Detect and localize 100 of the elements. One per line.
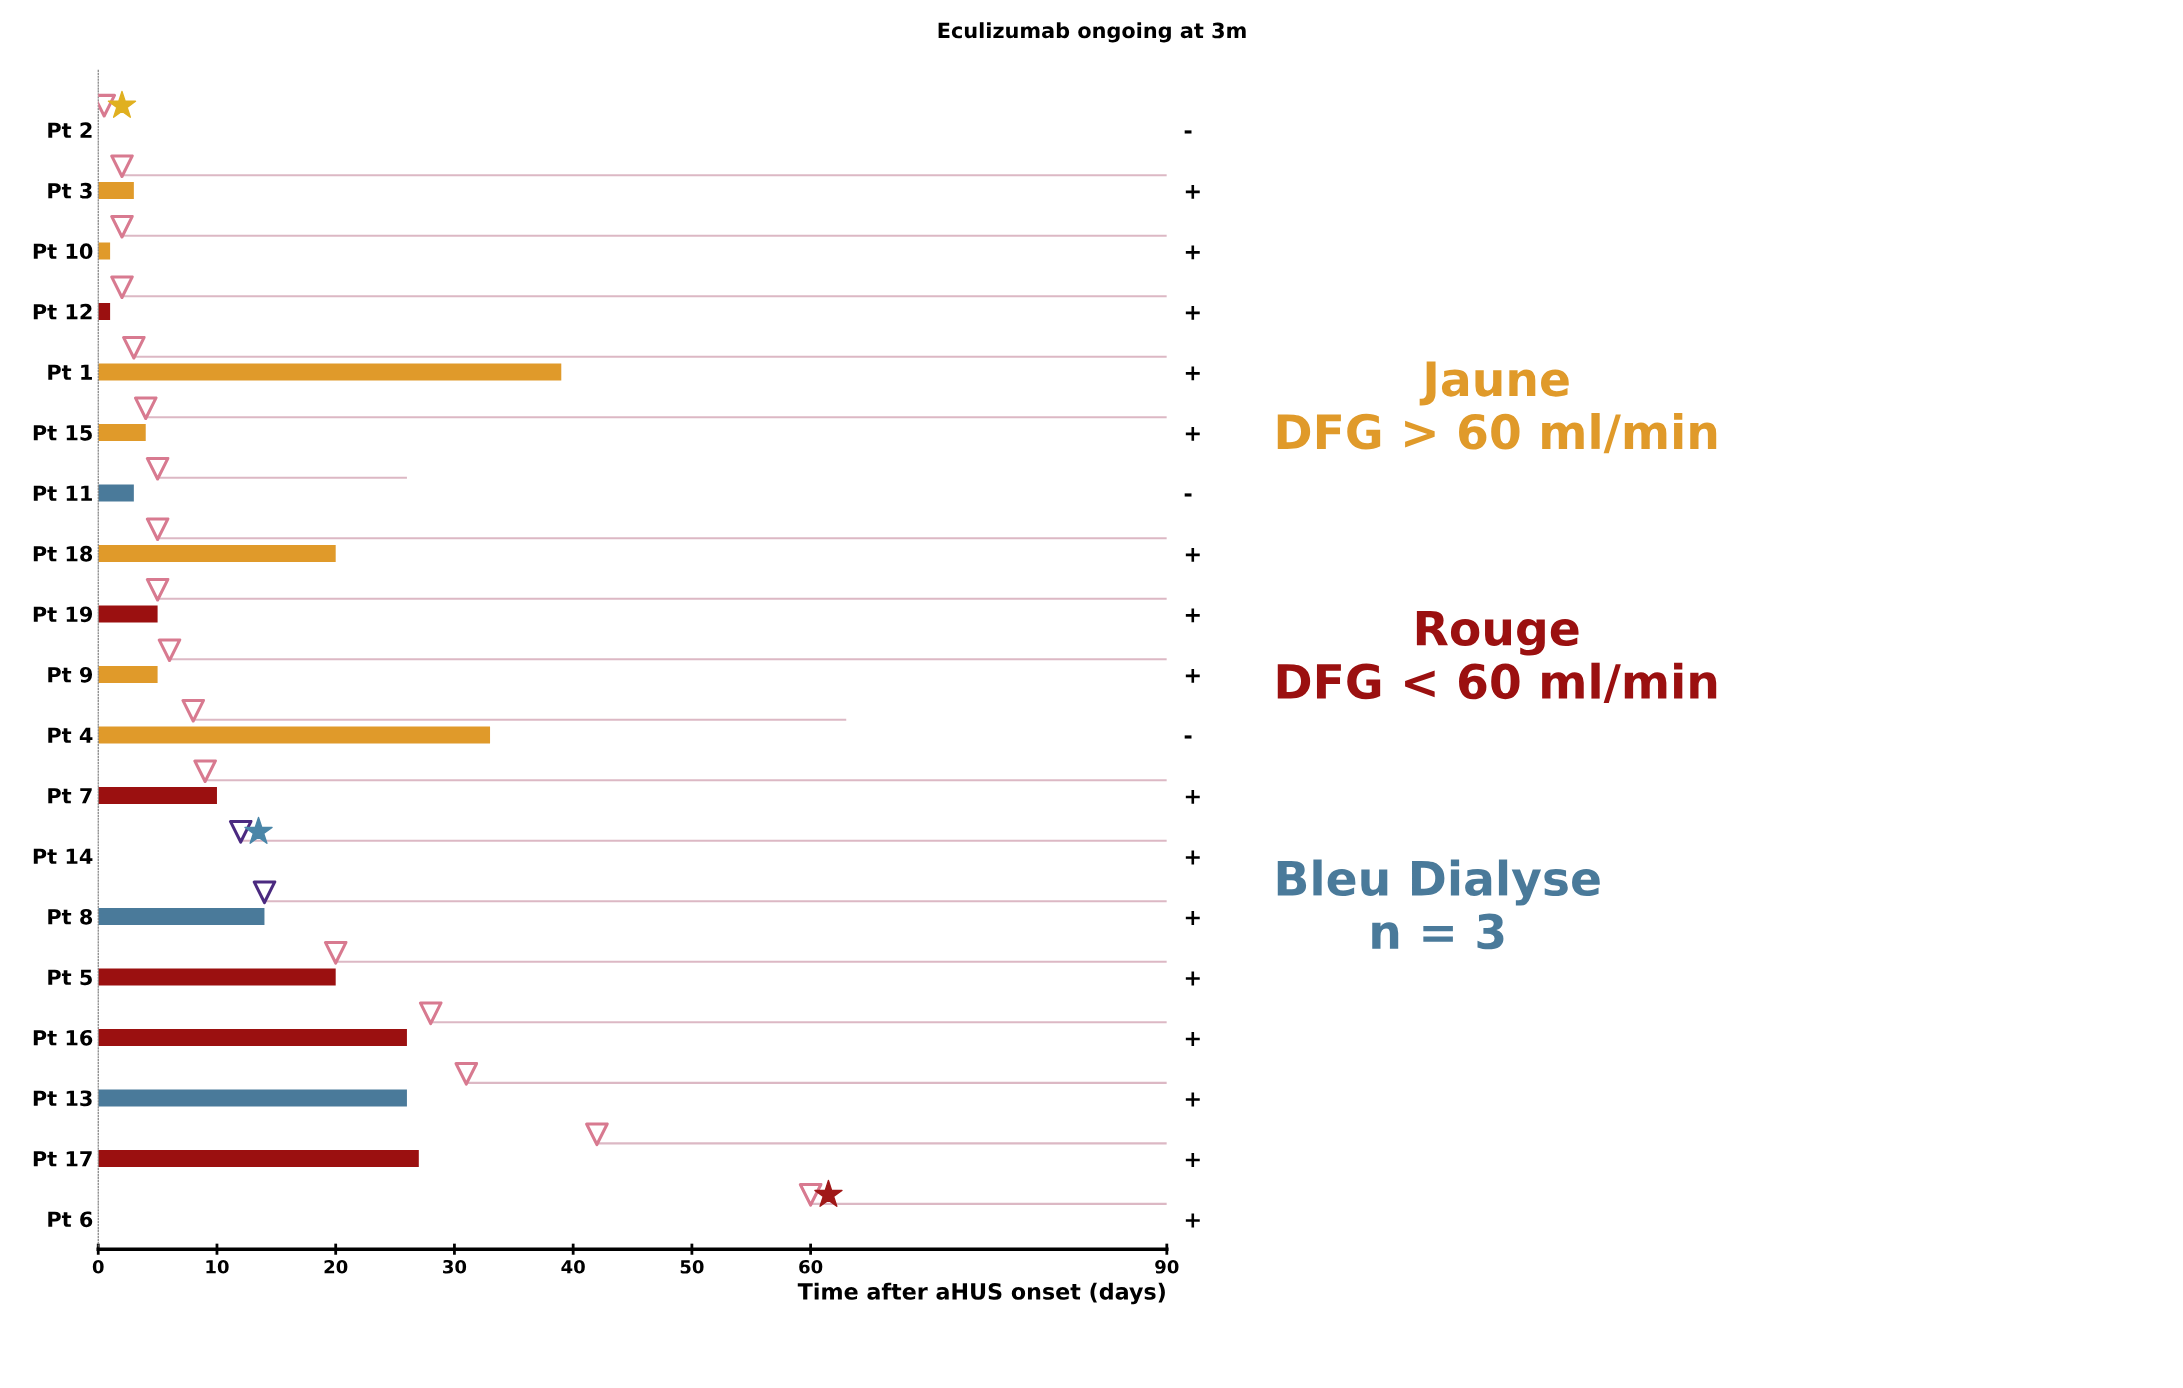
y2-tick-label: + — [1185, 305, 1200, 320]
y-tick-label: Pt 18 — [33, 545, 93, 562]
y2-axis-title: Eculizumab ongoing at 3m — [938, 22, 1246, 43]
y-tick-label: Pt 7 — [48, 788, 92, 804]
bar — [810, 1202, 1167, 1205]
bar — [121, 174, 1167, 177]
bar — [98, 907, 265, 925]
point — [110, 214, 134, 239]
bar — [98, 242, 111, 260]
y-tick-label: Pt 2 — [48, 122, 92, 138]
bar — [98, 726, 491, 744]
bar — [121, 234, 1167, 237]
x-tick-label: 50 — [680, 1259, 704, 1274]
y-tick-label: Pt 3 — [48, 182, 92, 199]
point — [181, 698, 206, 723]
bar — [157, 537, 1167, 540]
y-tick-label: Pt 16 — [33, 1029, 93, 1046]
bar — [98, 544, 336, 562]
bar — [157, 597, 1167, 600]
bar — [98, 181, 134, 199]
point — [133, 396, 158, 421]
y2-tick-label: + — [1185, 608, 1200, 623]
x-tick-label: 0 — [92, 1259, 104, 1274]
y2-tick-label: + — [1185, 366, 1200, 381]
text: Bleu Dialyse n = 3 — [1277, 859, 1600, 950]
bar — [169, 658, 1167, 661]
text: Jaune DFG > 60 ml/min — [1277, 361, 1717, 454]
bar — [98, 665, 158, 683]
bar — [98, 484, 134, 502]
y2-tick-label: + — [1185, 1092, 1200, 1107]
y-tick-label: Pt 9 — [48, 666, 93, 683]
bar — [98, 786, 217, 804]
y2-tick-label: + — [1185, 426, 1200, 441]
y2-tick-label: + — [1185, 910, 1200, 925]
bar — [335, 960, 1167, 963]
point — [454, 1061, 479, 1086]
y2-tick-label: - — [1184, 130, 1192, 134]
y2-tick-label: + — [1185, 971, 1200, 986]
point — [418, 1001, 443, 1026]
y-tick-label: Pt 15 — [33, 425, 92, 441]
y-tick-label: Pt 10 — [33, 243, 93, 260]
bar — [193, 718, 847, 721]
point — [157, 638, 182, 663]
y-tick-label: Pt 19 — [33, 606, 93, 623]
y-tick-label: Pt 14 — [33, 848, 93, 864]
point — [145, 517, 170, 542]
bar — [98, 605, 158, 623]
x-tick-label: 60 — [799, 1259, 823, 1274]
y-tick-label: Pt 17 — [33, 1151, 92, 1167]
bar — [145, 416, 1167, 419]
text: Rouge DFG < 60 ml/min — [1277, 610, 1717, 703]
y2-tick-label: - — [1184, 735, 1192, 739]
y2-tick-label: + — [1185, 184, 1200, 199]
point — [145, 577, 170, 602]
y2-tick-label: + — [1185, 1031, 1200, 1046]
bar — [430, 1021, 1167, 1024]
x-tick-label: 90 — [1155, 1259, 1179, 1274]
y-tick-label: Pt 13 — [33, 1090, 92, 1107]
bar — [98, 1028, 407, 1046]
x-tick-label: 10 — [206, 1259, 229, 1274]
y2-tick-label: + — [1185, 1152, 1200, 1167]
point — [252, 880, 277, 905]
y-tick-label: Pt 11 — [33, 485, 92, 501]
point — [585, 1122, 609, 1147]
y-tick-label: Pt 12 — [33, 303, 92, 320]
x-tick-label: 20 — [324, 1259, 348, 1274]
bar — [98, 1149, 419, 1167]
y2-tick-label: + — [1185, 850, 1200, 865]
point — [193, 759, 217, 784]
y2-tick-label: + — [1185, 245, 1200, 260]
y-tick-label: Pt 4 — [48, 727, 93, 743]
x-tick-label: 40 — [561, 1259, 585, 1274]
point — [110, 275, 134, 300]
y2-tick-label: - — [1184, 493, 1192, 497]
point — [122, 335, 146, 360]
y2-tick-label: + — [1185, 547, 1200, 562]
bar — [98, 1089, 407, 1107]
x-axis-title: Time after aHUS onset (days) — [797, 1282, 1165, 1305]
bar — [98, 423, 146, 441]
bar — [133, 355, 1167, 358]
bar — [98, 968, 336, 986]
bar — [596, 1142, 1167, 1145]
point — [110, 154, 134, 179]
bar — [466, 1081, 1167, 1084]
bar — [121, 295, 1167, 298]
y-tick-label: Pt 1 — [48, 364, 92, 380]
bar — [98, 363, 562, 381]
x-tick-label: 30 — [443, 1259, 467, 1274]
point — [145, 456, 170, 481]
bar — [264, 900, 1167, 903]
bar — [98, 302, 111, 320]
bar — [240, 839, 1167, 842]
y2-tick-label: + — [1185, 1213, 1200, 1228]
bar — [157, 476, 407, 479]
y-tick-label: Pt 5 — [48, 969, 92, 986]
y2-tick-label: + — [1185, 668, 1200, 683]
point — [323, 940, 348, 965]
y-tick-label: Pt 6 — [48, 1211, 93, 1228]
bar — [205, 779, 1167, 782]
point — [798, 1182, 823, 1207]
